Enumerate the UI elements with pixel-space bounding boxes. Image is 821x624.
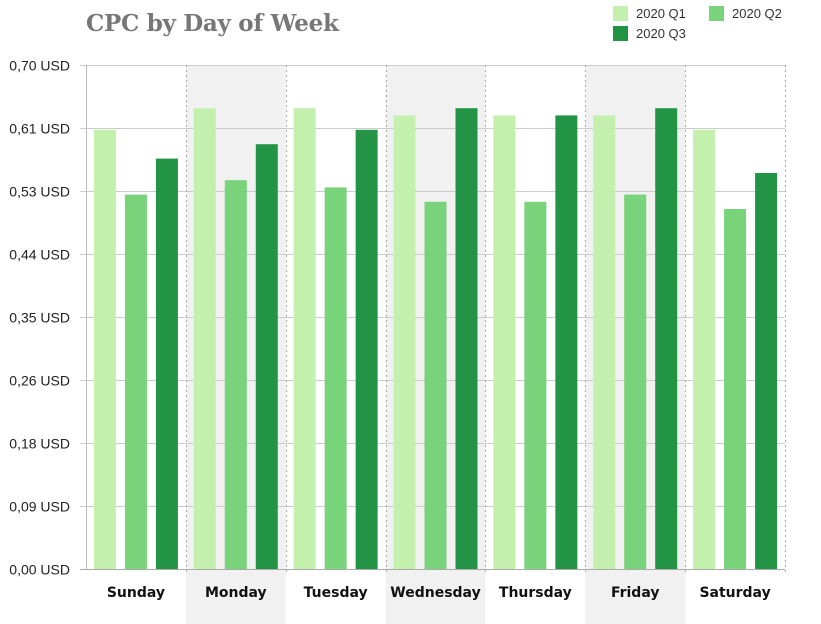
x-tick-label-tuesday: Tuesday [304,585,368,601]
bar-saturday-2020-q2[interactable] [724,209,747,569]
bar-tuesday-2020-q2[interactable] [324,187,347,569]
bar-monday-2020-q1[interactable] [193,108,216,569]
legend-label-q3: 2020 Q3 [636,26,686,41]
bar-saturday-2020-q3[interactable] [755,173,778,569]
legend-swatch-q1 [613,6,628,21]
y-tick-label: 0,44 USD [9,247,70,263]
chart-title: CPC by Day of Week [86,10,339,37]
legend-item-q1[interactable]: 2020 Q1 [613,6,686,21]
legend-swatch-q2 [709,6,724,21]
y-tick-label: 0,09 USD [9,499,70,515]
x-axis-ticks: Sunday Monday Tuesday Wednesday Thursday Frid… [107,585,771,601]
y-tick-label: 0,35 USD [9,310,70,326]
bar-tuesday-2020-q3[interactable] [355,129,378,570]
x-tick-label-thursday: Thursday [499,585,572,601]
bar-wednesday-2020-q3[interactable] [455,108,478,569]
bar-sunday-2020-q1[interactable] [93,129,116,570]
legend-label-q1: 2020 Q1 [636,6,686,21]
bar-wednesday-2020-q2[interactable] [424,201,447,570]
x-tick-label-monday: Monday [205,585,267,601]
legend-swatch-q3 [613,26,628,41]
x-tick-label-friday: Friday [611,585,660,601]
y-tick-label: 0,18 USD [9,436,70,452]
bar-thursday-2020-q3[interactable] [555,115,578,570]
y-tick-label: 0,00 USD [9,562,70,578]
bar-friday-2020-q2[interactable] [624,194,647,569]
axes [80,65,785,570]
y-axis-ticks: 0,00 USD 0,09 USD 0,18 USD 0,26 USD 0,35 USD… [9,58,70,578]
y-tick-label: 0,26 USD [9,373,70,389]
bar-sunday-2020-q3[interactable] [155,158,178,569]
y-tick-label: 0,61 USD [9,121,70,137]
legend-label-q2: 2020 Q2 [732,6,782,21]
x-tick-label-wednesday: Wednesday [390,585,480,601]
y-tick-label: 0,70 USD [9,58,70,74]
bars [93,108,778,570]
legend-item-q3[interactable]: 2020 Q3 [613,26,686,41]
x-tick-label-saturday: Saturday [699,585,770,601]
bar-monday-2020-q2[interactable] [224,180,247,569]
bar-friday-2020-q1[interactable] [593,115,616,570]
legend-item-q2[interactable]: 2020 Q2 [709,6,782,21]
bar-friday-2020-q3[interactable] [655,108,678,569]
bar-monday-2020-q3[interactable] [255,144,278,569]
bar-tuesday-2020-q1[interactable] [293,108,316,569]
bar-sunday-2020-q2[interactable] [124,194,147,569]
bar-saturday-2020-q1[interactable] [693,129,716,570]
x-tick-label-sunday: Sunday [107,585,165,601]
y-tick-label: 0,53 USD [9,184,70,200]
bar-wednesday-2020-q1[interactable] [393,115,416,570]
bar-thursday-2020-q2[interactable] [524,201,547,570]
bar-thursday-2020-q1[interactable] [493,115,516,570]
